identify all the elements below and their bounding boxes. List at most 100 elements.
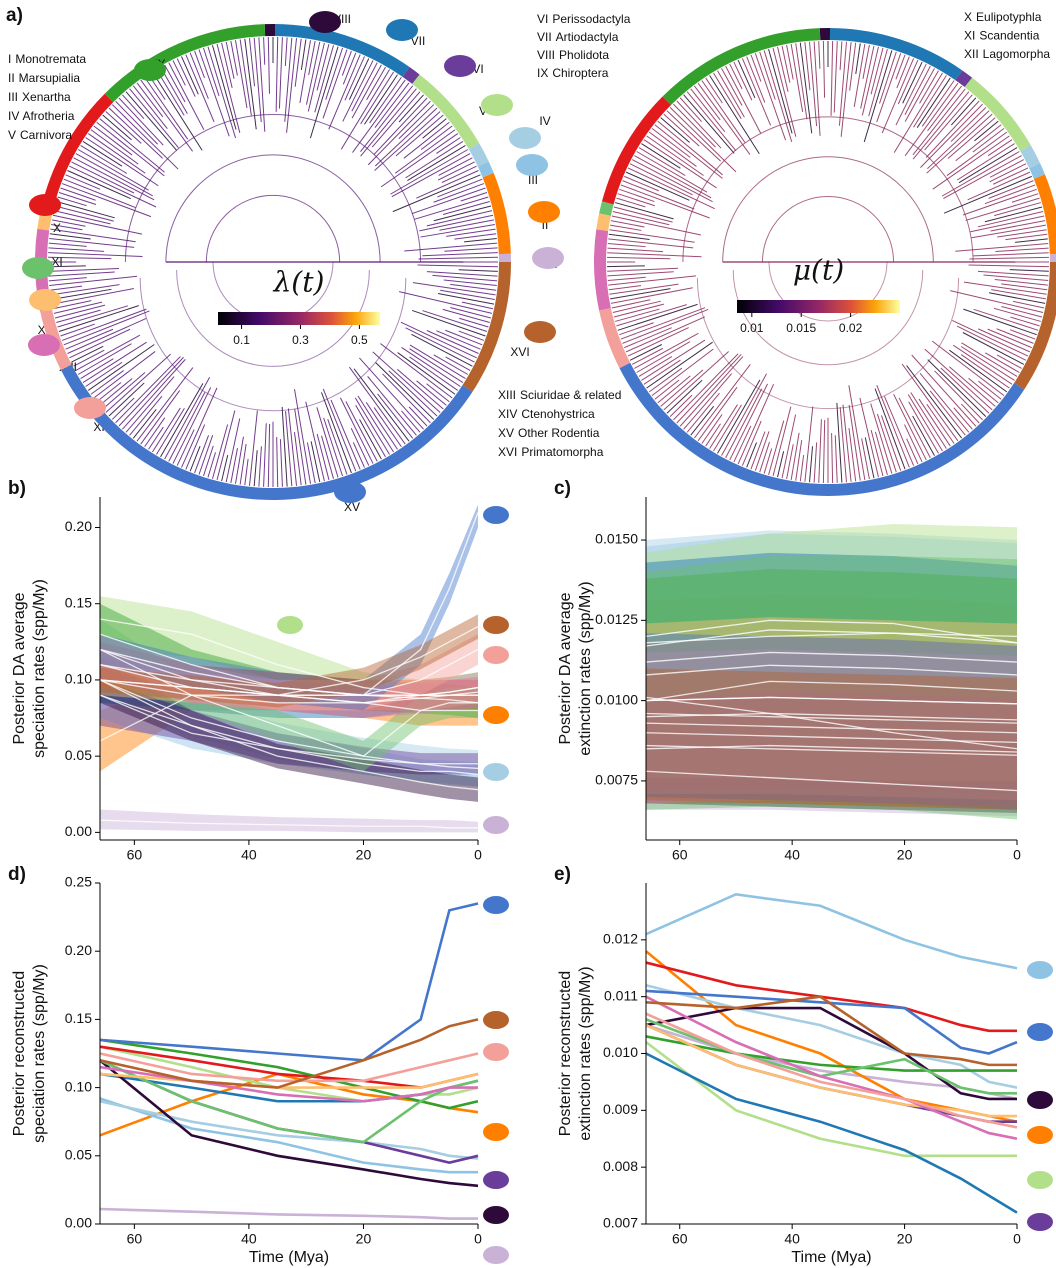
clade-numeral: II <box>542 218 549 232</box>
tree-branch <box>374 82 410 128</box>
tree-branch <box>1015 238 1048 243</box>
tree-branch <box>51 223 83 231</box>
tree-branch <box>870 403 893 474</box>
clade-numeral: VIII <box>537 48 555 62</box>
y-axis-label: Posterior DA average <box>557 592 574 744</box>
tree-arc <box>722 156 934 263</box>
tree-branch <box>96 121 165 177</box>
tree-branch <box>615 308 660 322</box>
y-axis-label: speciation rates (spp/My) <box>31 579 48 758</box>
rate-line <box>99 1097 478 1174</box>
tree-branch <box>202 445 214 477</box>
rate-line <box>645 629 1018 647</box>
rate-line <box>645 989 1018 1055</box>
colorbar-tick-label: 0.01 <box>740 321 764 335</box>
tree-branch <box>322 388 357 472</box>
tree-branch <box>248 38 256 87</box>
tree-branch <box>48 256 112 260</box>
tree-branch <box>360 71 394 125</box>
tree-branch <box>168 392 206 462</box>
tree-branch <box>216 43 241 133</box>
tree-branch <box>176 58 196 97</box>
tree-branch <box>437 178 483 198</box>
tree-branch <box>876 385 910 468</box>
tree-branch <box>125 376 175 433</box>
tree-branch <box>53 301 103 314</box>
tree-branch <box>818 419 822 483</box>
clade-numeral: V <box>479 104 487 118</box>
tree-branch <box>625 171 690 201</box>
tree-branch <box>781 45 791 83</box>
tree-branch <box>181 387 218 468</box>
clade-icon <box>509 127 541 149</box>
tree-branch <box>339 397 374 464</box>
y-tick-label: 0.05 <box>65 1147 92 1163</box>
tree-branch <box>679 97 703 123</box>
tree-branch <box>366 66 386 101</box>
tree-branch <box>701 414 723 444</box>
tree-branch <box>619 188 655 203</box>
tree-branch <box>657 375 691 404</box>
tree-branch <box>352 79 406 153</box>
confidence-band <box>646 633 1017 810</box>
tree-branch <box>48 242 87 247</box>
tree-branch <box>61 308 147 341</box>
clade-ring <box>274 24 410 77</box>
clade-legend-entry: XIV Ctenohystrica <box>498 407 595 421</box>
tree-branch <box>929 390 966 436</box>
tree-branch <box>648 131 697 167</box>
tree-branch <box>994 279 1048 286</box>
tree-branch <box>108 107 164 159</box>
y-tick-label: 0.008 <box>603 1158 638 1174</box>
tree-branch <box>717 379 761 454</box>
clade-name: Xenartha <box>22 90 71 104</box>
clade-ring <box>594 229 611 311</box>
tree-branch <box>373 97 428 155</box>
tree-branch <box>459 317 489 328</box>
tree-branch <box>51 288 112 301</box>
tree-branch <box>641 143 681 169</box>
tree-branch <box>977 270 1049 277</box>
tree-branch <box>737 384 775 465</box>
tree-branch <box>294 389 312 484</box>
tree-branch <box>609 283 679 295</box>
confidence-band <box>100 641 478 711</box>
tree-branch <box>932 135 1010 190</box>
tree-branch <box>48 252 143 258</box>
confidence-band <box>100 661 478 787</box>
tree-branch <box>729 63 743 90</box>
tree-branch <box>144 417 166 448</box>
tree-branch <box>212 424 229 479</box>
confidence-band <box>100 679 478 772</box>
tree-branch <box>172 60 186 86</box>
tree-branch <box>140 79 193 152</box>
clade-ring <box>599 201 614 216</box>
tree-branch <box>643 359 681 385</box>
tree-branch <box>323 417 344 477</box>
rate-line <box>645 651 1018 663</box>
tree-branch <box>464 237 497 243</box>
tree-branch <box>382 373 431 424</box>
tree-branch <box>69 328 131 359</box>
clade-legend-entry: I Monotremata <box>8 52 86 66</box>
colorbar-tick-label: 0.3 <box>292 333 309 347</box>
tree-branch <box>349 366 406 445</box>
tree-branch <box>690 405 715 436</box>
tree-branch <box>705 77 723 104</box>
tree-branch <box>616 197 646 208</box>
tree-branch <box>85 137 159 187</box>
clade-ring <box>596 213 611 232</box>
tree-branch <box>643 139 717 189</box>
tree-branch <box>152 407 181 453</box>
tree-branch <box>398 104 435 140</box>
colorbar-title: μ(t) <box>793 254 844 287</box>
tree-branch <box>990 220 1046 232</box>
y-axis-label: extinction rates (spp/My) <box>577 581 594 755</box>
tree-branch <box>624 327 672 349</box>
tree-branch <box>309 46 339 139</box>
clade-numeral: XVI <box>510 345 529 359</box>
tree-branch <box>118 97 164 146</box>
tree-branch <box>409 356 459 391</box>
clade-icon <box>483 763 509 781</box>
clade-ring <box>402 67 420 84</box>
